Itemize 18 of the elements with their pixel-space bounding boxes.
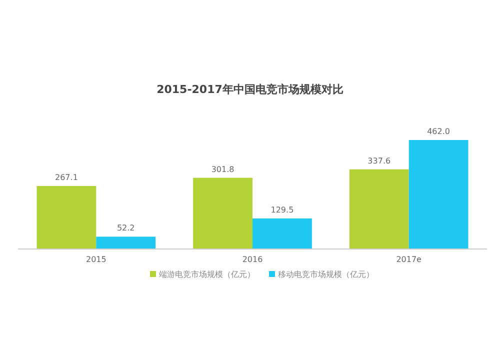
data-label: 52.2 bbox=[116, 224, 135, 233]
bar bbox=[408, 140, 468, 249]
x-tick-label: 2017e bbox=[396, 255, 422, 264]
data-label: 267.1 bbox=[55, 172, 78, 182]
chart-title: 2015-2017年中国电竞市场规模对比 bbox=[156, 83, 344, 96]
data-label: 301.8 bbox=[211, 164, 234, 174]
x-tick-label: 2016 bbox=[242, 255, 263, 264]
data-label: 462.0 bbox=[427, 127, 450, 136]
bar bbox=[36, 186, 96, 249]
data-label: 337.6 bbox=[368, 156, 391, 166]
bar bbox=[96, 236, 156, 249]
legend-label: 端游电竞市场规模（亿元） bbox=[159, 270, 255, 279]
data-label: 129.5 bbox=[270, 205, 294, 214]
bar bbox=[349, 169, 409, 249]
bar bbox=[252, 218, 312, 249]
legend-label: 移动电竞市场规模（亿元） bbox=[278, 270, 374, 279]
x-tick-label: 2015 bbox=[86, 255, 106, 264]
bar bbox=[193, 178, 252, 249]
